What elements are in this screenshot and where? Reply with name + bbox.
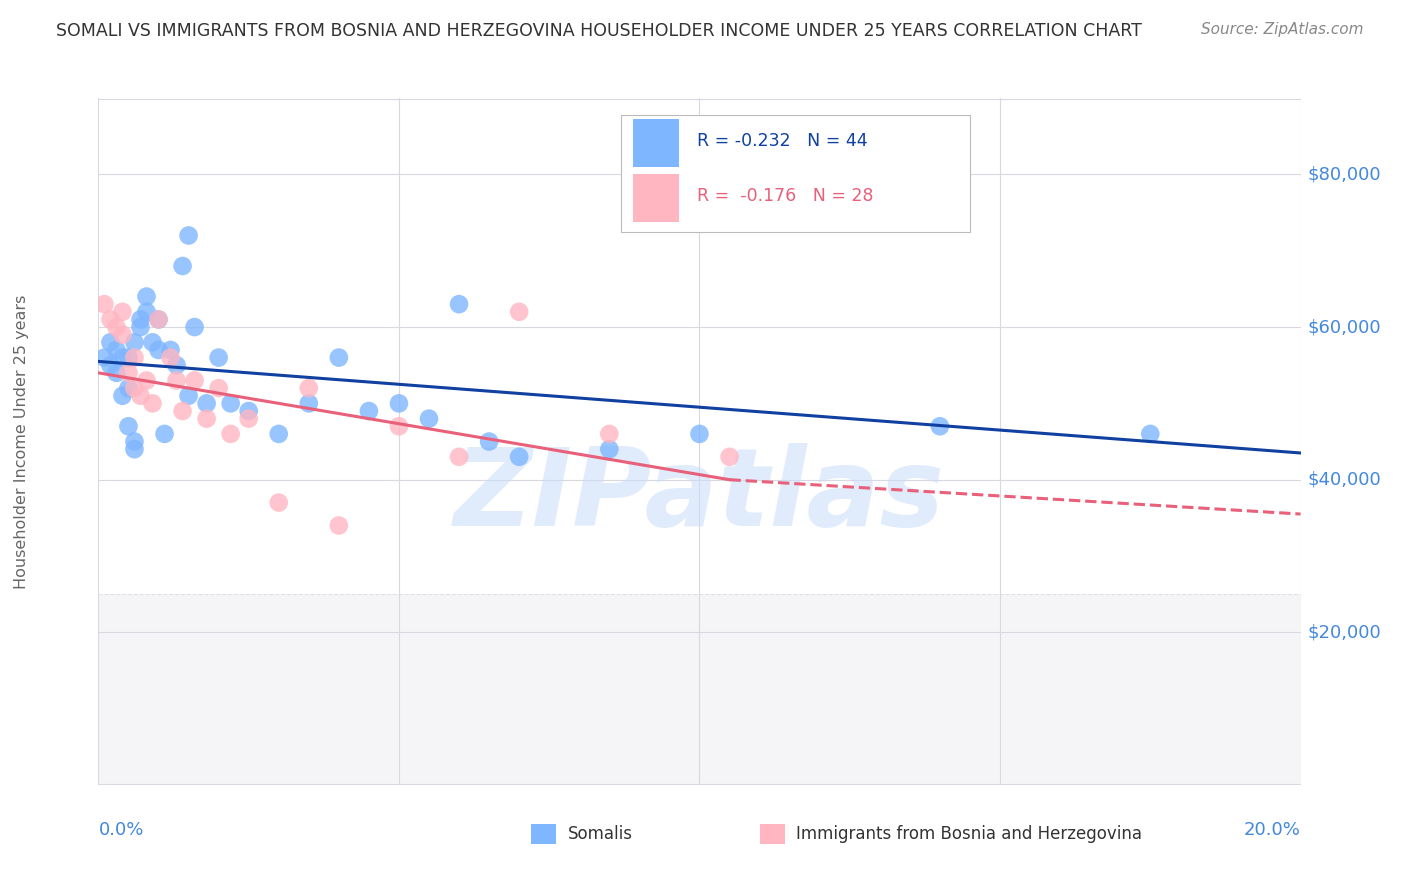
- Point: [298, 396, 321, 410]
- Point: [388, 419, 411, 434]
- Point: [598, 426, 620, 441]
- Point: [447, 450, 470, 464]
- Point: [183, 374, 205, 388]
- Point: [219, 396, 242, 410]
- Point: [105, 343, 128, 357]
- Point: [718, 450, 741, 464]
- Point: [159, 351, 181, 365]
- Point: [124, 335, 146, 350]
- Point: [478, 434, 501, 449]
- Point: [238, 404, 260, 418]
- Text: ZIPatlas: ZIPatlas: [454, 443, 945, 549]
- Point: [111, 327, 134, 342]
- Text: SOMALI VS IMMIGRANTS FROM BOSNIA AND HERZEGOVINA HOUSEHOLDER INCOME UNDER 25 YEA: SOMALI VS IMMIGRANTS FROM BOSNIA AND HER…: [56, 22, 1142, 40]
- Point: [418, 411, 440, 425]
- Point: [148, 312, 170, 326]
- FancyBboxPatch shape: [633, 119, 679, 167]
- Point: [141, 335, 163, 350]
- Point: [148, 312, 170, 326]
- Point: [129, 312, 152, 326]
- Point: [195, 411, 218, 425]
- Point: [195, 396, 218, 410]
- Text: 0.0%: 0.0%: [98, 821, 143, 838]
- Point: [298, 381, 321, 395]
- Point: [447, 297, 470, 311]
- Point: [135, 374, 157, 388]
- Point: [166, 358, 188, 372]
- Point: [183, 320, 205, 334]
- Bar: [98, 594, 1301, 785]
- Point: [177, 228, 200, 243]
- Point: [208, 381, 231, 395]
- FancyBboxPatch shape: [633, 174, 679, 222]
- Point: [124, 442, 146, 457]
- Point: [357, 404, 380, 418]
- Point: [1139, 426, 1161, 441]
- Point: [117, 381, 139, 395]
- Point: [598, 442, 620, 457]
- Point: [124, 381, 146, 395]
- Point: [267, 426, 290, 441]
- Point: [388, 396, 411, 410]
- Point: [166, 374, 188, 388]
- Point: [177, 389, 200, 403]
- FancyBboxPatch shape: [621, 115, 970, 232]
- Text: R = -0.232   N = 44: R = -0.232 N = 44: [697, 132, 868, 151]
- Point: [105, 366, 128, 380]
- Point: [129, 389, 152, 403]
- Text: Source: ZipAtlas.com: Source: ZipAtlas.com: [1201, 22, 1364, 37]
- Text: R =  -0.176   N = 28: R = -0.176 N = 28: [697, 187, 873, 205]
- Text: 20.0%: 20.0%: [1244, 821, 1301, 838]
- Point: [117, 366, 139, 380]
- Point: [124, 434, 146, 449]
- Point: [141, 396, 163, 410]
- Point: [93, 297, 115, 311]
- Point: [100, 312, 122, 326]
- Point: [508, 450, 530, 464]
- Point: [508, 305, 530, 319]
- Point: [111, 305, 134, 319]
- Point: [111, 389, 134, 403]
- Point: [208, 351, 231, 365]
- Point: [688, 426, 710, 441]
- Point: [135, 305, 157, 319]
- Text: $20,000: $20,000: [1308, 624, 1381, 641]
- Point: [238, 411, 260, 425]
- Point: [135, 289, 157, 303]
- Point: [129, 320, 152, 334]
- Point: [100, 358, 122, 372]
- Point: [172, 404, 194, 418]
- Point: [148, 343, 170, 357]
- Point: [93, 351, 115, 365]
- Point: [929, 419, 952, 434]
- Point: [328, 351, 350, 365]
- Point: [100, 335, 122, 350]
- Text: Somalis: Somalis: [568, 825, 633, 843]
- Point: [219, 426, 242, 441]
- Text: Householder Income Under 25 years: Householder Income Under 25 years: [14, 294, 28, 589]
- Text: Immigrants from Bosnia and Herzegovina: Immigrants from Bosnia and Herzegovina: [796, 825, 1142, 843]
- Point: [267, 495, 290, 509]
- Point: [105, 320, 128, 334]
- Point: [117, 419, 139, 434]
- Point: [124, 351, 146, 365]
- Text: $80,000: $80,000: [1308, 165, 1381, 184]
- Text: $60,000: $60,000: [1308, 318, 1381, 336]
- Text: $40,000: $40,000: [1308, 471, 1381, 489]
- Point: [159, 343, 181, 357]
- Point: [117, 351, 139, 365]
- Point: [153, 426, 176, 441]
- Point: [328, 518, 350, 533]
- Point: [172, 259, 194, 273]
- Point: [111, 351, 134, 365]
